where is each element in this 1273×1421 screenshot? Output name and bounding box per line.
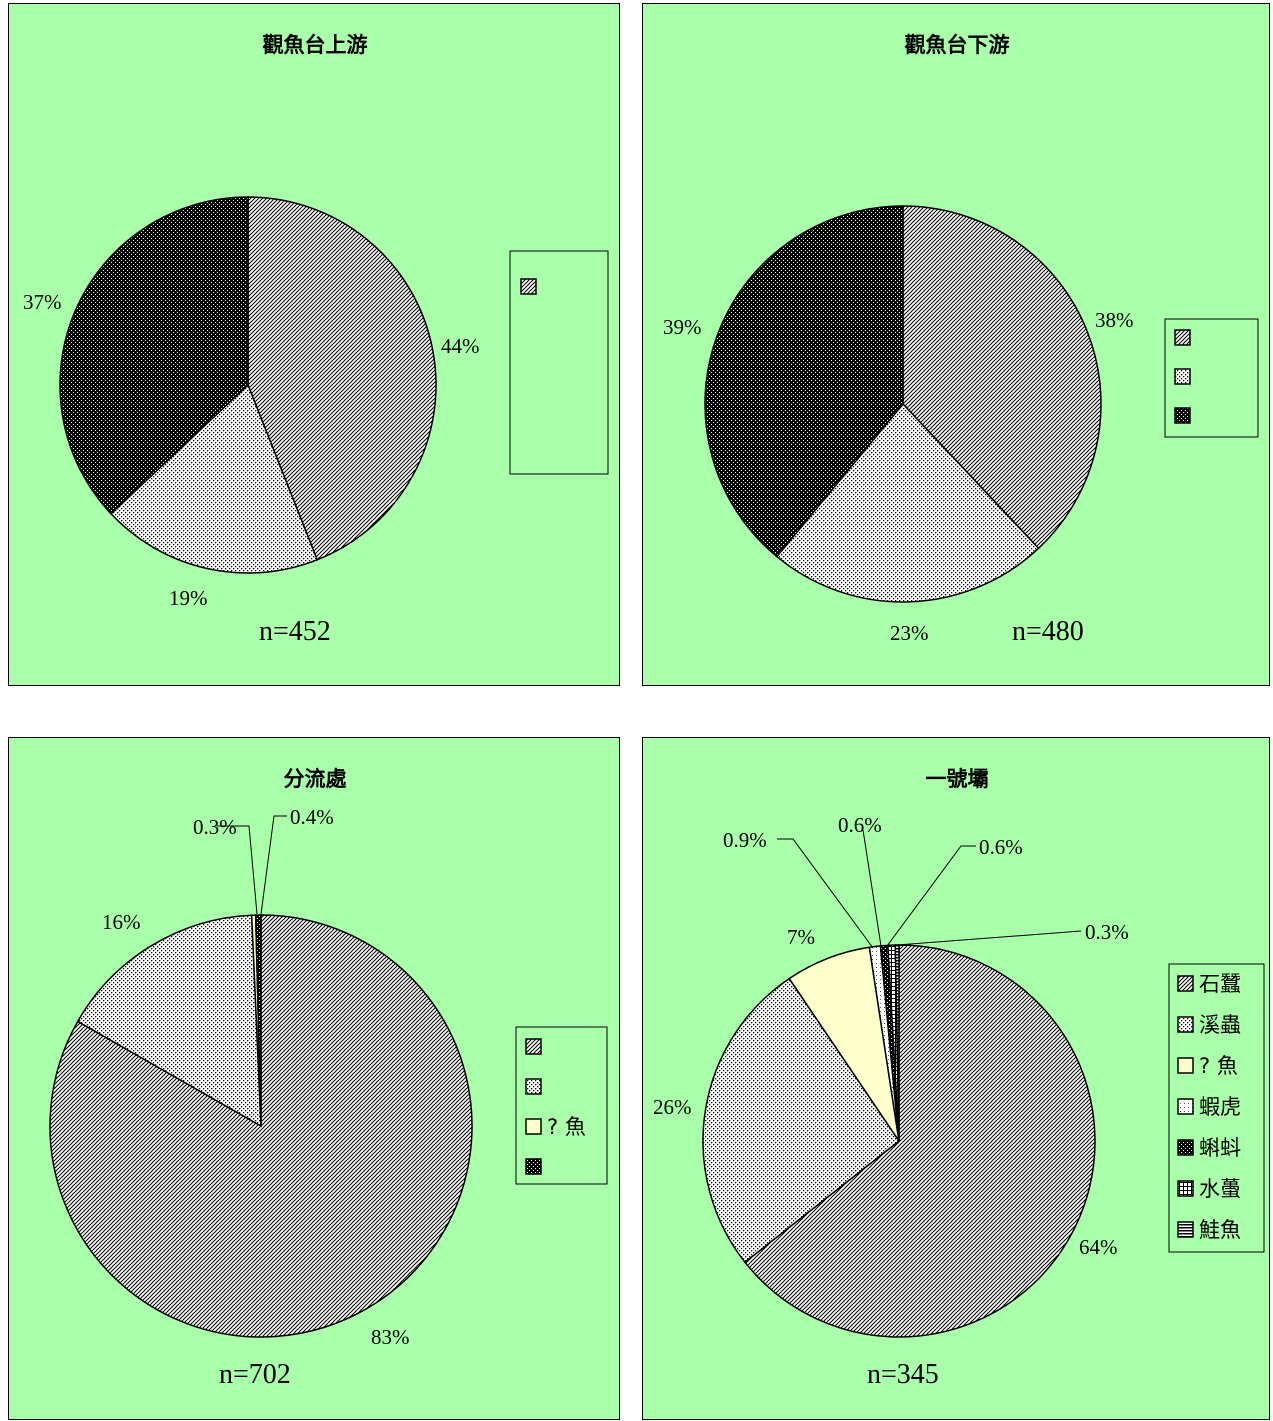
chart-4-legend-label-1: 溪蟲 bbox=[1199, 1013, 1241, 1037]
chart-2-legend-box bbox=[1164, 318, 1259, 438]
chart-1-label-0: 44% bbox=[441, 334, 480, 358]
chart-3-label-1: 16% bbox=[102, 910, 141, 934]
chart-4-legend-swatch-5 bbox=[1177, 1180, 1194, 1197]
chart-1-slice-1 bbox=[109, 383, 319, 574]
chart-3-n-label: n=702 bbox=[219, 1359, 291, 1390]
chart-4-leader-6 bbox=[896, 930, 1082, 946]
chart-3-legend-items: ? 魚 bbox=[525, 1038, 586, 1175]
chart-4-legend-box bbox=[1168, 963, 1265, 1253]
chart-panel-2: 觀魚台下游 38% 23% 39% n=480 bbox=[642, 3, 1270, 686]
chart-4-slices bbox=[702, 944, 1096, 1338]
chart-2-slices bbox=[704, 205, 1102, 603]
chart-4-label-3: 0.9% bbox=[723, 828, 767, 852]
chart-1-legend-items bbox=[520, 278, 537, 295]
chart-3-leaders bbox=[217, 815, 287, 915]
chart-4-legend-swatch-0 bbox=[1177, 975, 1194, 992]
chart-3-slices bbox=[49, 914, 473, 1338]
chart-3-slice-0 bbox=[49, 914, 473, 1338]
chart-2-label-2: 39% bbox=[663, 315, 702, 339]
chart-4-legend-swatch-4 bbox=[1177, 1139, 1194, 1156]
chart-1-title: 觀魚台上游 bbox=[263, 33, 368, 57]
chart-1-legend-box bbox=[509, 250, 609, 475]
chart-2-legend-items bbox=[1174, 329, 1191, 424]
chart-1-slices bbox=[59, 196, 437, 574]
chart-2-legend-swatch-0 bbox=[1174, 329, 1191, 346]
chart-1-svg: 觀魚台上游 44% 19% 37% n=452 bbox=[23, 33, 609, 647]
chart-4-leader-5 bbox=[886, 845, 976, 947]
chart-4-leader-3 bbox=[777, 838, 874, 949]
chart-3-label-0: 83% bbox=[371, 1325, 410, 1349]
chart-4-slice-0 bbox=[743, 944, 1096, 1338]
chart-3-slice-1 bbox=[76, 914, 262, 1128]
chart-2-legend bbox=[1164, 318, 1259, 438]
chart-3-label-2: 0.3% bbox=[193, 815, 237, 839]
chart-2-legend-swatch-1 bbox=[1174, 368, 1191, 385]
chart-4-n-label: n=345 bbox=[867, 1359, 939, 1390]
chart-4-title: 一號壩 bbox=[926, 767, 989, 791]
chart-4-label-4: 0.6% bbox=[838, 813, 882, 837]
chart-4-legend-label-0: 石蠶 bbox=[1199, 972, 1241, 996]
chart-4-label-5: 0.6% bbox=[979, 835, 1023, 859]
chart-2-n-label: n=480 bbox=[1012, 616, 1084, 647]
chart-4-label-1: 26% bbox=[653, 1095, 692, 1119]
chart-4-leader-4 bbox=[862, 829, 882, 947]
chart-2-slice-0 bbox=[902, 205, 1102, 550]
chart-1-slice-2 bbox=[59, 196, 249, 515]
chart-3-legend-swatch-2 bbox=[525, 1118, 542, 1135]
chart-4-legend-swatch-1 bbox=[1177, 1016, 1194, 1033]
chart-2-label-0: 38% bbox=[1095, 308, 1134, 332]
chart-4-legend-swatch-6 bbox=[1177, 1221, 1194, 1238]
chart-4-legend-label-2: ? 魚 bbox=[1199, 1054, 1238, 1078]
chart-2-slice-2 bbox=[704, 205, 904, 558]
chart-2-legend-swatch-2 bbox=[1174, 407, 1191, 424]
chart-2-slice-1 bbox=[775, 402, 1040, 603]
chart-4-legend-label-6: 鮭魚 bbox=[1199, 1218, 1241, 1242]
chart-4-leaders bbox=[777, 829, 1082, 949]
chart-3-legend-box bbox=[515, 1026, 608, 1185]
chart-4-label-6: 0.3% bbox=[1085, 920, 1129, 944]
chart-3-legend: ? 魚 bbox=[515, 1026, 608, 1185]
chart-4-label-0: 64% bbox=[1079, 1235, 1118, 1259]
chart-1-legend-swatch-0 bbox=[520, 278, 537, 295]
chart-3-title: 分流處 bbox=[284, 767, 347, 791]
chart-1-n-label: n=452 bbox=[259, 616, 331, 647]
chart-3-legend-swatch-1 bbox=[525, 1078, 542, 1095]
chart-2-label-1: 23% bbox=[890, 621, 929, 645]
chart-2-title: 觀魚台下游 bbox=[905, 33, 1010, 57]
chart-3-legend-swatch-3 bbox=[525, 1158, 542, 1175]
chart-4-legend-swatch-2 bbox=[1177, 1057, 1194, 1074]
chart-3-leader-1 bbox=[260, 815, 287, 915]
chart-1-label-1: 19% bbox=[169, 586, 208, 610]
chart-3-leader-0 bbox=[217, 825, 258, 915]
chart-3-legend-label-2: ? 魚 bbox=[547, 1115, 586, 1139]
chart-4-legend-label-5: 水蠆 bbox=[1199, 1177, 1241, 1201]
chart-2-svg: 觀魚台下游 38% 23% 39% n=480 bbox=[663, 33, 1259, 647]
chart-4-legend-label-3: 蝦虎 bbox=[1199, 1095, 1241, 1119]
chart-4-label-2: 7% bbox=[787, 925, 815, 949]
chart-1-legend bbox=[509, 250, 609, 475]
chart-3-legend-swatch-0 bbox=[525, 1038, 542, 1055]
chart-panel-3: 分流處 83% 16% 0.3% 0.4% n=702 ? 魚 bbox=[8, 737, 620, 1420]
chart-panel-4: 一號壩 64% 26% 7% 0.9% 0.6% 0.6% 0.3% n=345… bbox=[642, 737, 1270, 1420]
chart-3-svg: 分流處 83% 16% 0.3% 0.4% n=702 ? 魚 bbox=[49, 767, 608, 1390]
chart-3-label-3: 0.4% bbox=[290, 805, 334, 829]
chart-3-slice-3 bbox=[254, 914, 262, 1127]
chart-panel-1: 觀魚台上游 44% 19% 37% n=452 bbox=[8, 3, 620, 686]
chart-4-legend-swatch-3 bbox=[1177, 1098, 1194, 1115]
chart-4-slice-1 bbox=[702, 977, 901, 1264]
chart-4-svg: 一號壩 64% 26% 7% 0.9% 0.6% 0.6% 0.3% n=345… bbox=[653, 767, 1265, 1390]
chart-1-slice-0 bbox=[247, 196, 437, 561]
chart-4-legend-label-4: 蝌蚪 bbox=[1199, 1136, 1241, 1160]
chart-1-label-2: 37% bbox=[23, 290, 62, 314]
